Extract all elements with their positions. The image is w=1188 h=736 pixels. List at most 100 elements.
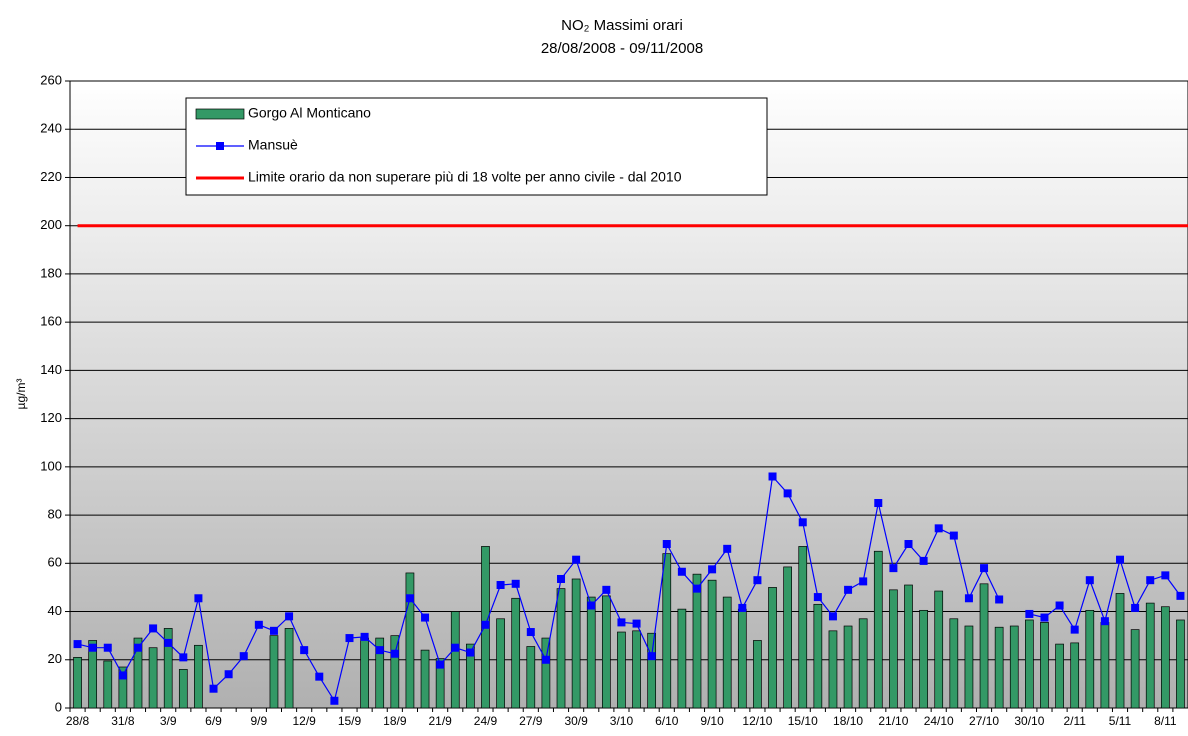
bar — [1176, 619, 1185, 709]
y-tick-label: 40 — [48, 603, 62, 618]
marker — [557, 574, 566, 583]
marker — [541, 655, 550, 664]
legend-label: Gorgo Al Monticano — [248, 105, 371, 121]
marker — [194, 594, 203, 603]
bar — [269, 635, 279, 709]
marker — [224, 670, 233, 679]
bar — [1009, 625, 1019, 709]
marker — [179, 653, 188, 662]
x-tick-label: 8/11 — [1154, 714, 1177, 728]
marker — [768, 472, 777, 481]
marker — [1055, 601, 1064, 610]
marker — [451, 643, 460, 652]
bar — [1130, 629, 1140, 709]
bar — [979, 583, 989, 709]
marker — [481, 620, 490, 629]
marker — [798, 518, 807, 527]
marker — [209, 684, 218, 693]
y-tick-label: 20 — [48, 651, 62, 666]
y-tick-label: 260 — [40, 72, 62, 87]
x-tick-label: 9/9 — [251, 714, 268, 728]
marker — [496, 581, 505, 590]
bar — [601, 595, 611, 709]
bar — [632, 630, 641, 709]
bar — [420, 649, 430, 709]
marker — [572, 555, 581, 564]
marker — [149, 624, 158, 633]
x-tick-label: 3/10 — [610, 714, 634, 728]
bar — [1055, 643, 1064, 709]
bar — [647, 632, 657, 709]
marker — [934, 524, 943, 533]
marker — [617, 618, 626, 627]
bar — [163, 628, 173, 709]
marker — [526, 628, 535, 637]
marker — [1176, 591, 1185, 600]
marker — [511, 579, 520, 588]
x-tick-label: 2/11 — [1063, 714, 1086, 728]
x-tick-label: 3/9 — [160, 714, 177, 728]
marker — [602, 585, 611, 594]
marker — [995, 595, 1004, 604]
bar — [737, 608, 747, 709]
legend — [185, 97, 768, 196]
bar — [88, 640, 98, 709]
x-tick-label: 21/9 — [428, 714, 452, 728]
marker — [300, 646, 309, 655]
bar — [133, 637, 143, 709]
bar — [360, 637, 369, 709]
bar — [904, 584, 913, 709]
bar — [949, 618, 959, 709]
bar — [586, 596, 596, 709]
y-tick-label: 0 — [55, 699, 62, 714]
marker — [587, 601, 596, 610]
bar — [828, 630, 838, 709]
bar — [148, 647, 158, 709]
x-tick-label: 15/10 — [788, 714, 818, 728]
marker — [73, 640, 82, 649]
marker — [269, 626, 278, 635]
marker — [874, 499, 883, 508]
bar — [1115, 593, 1125, 709]
bar — [919, 609, 928, 709]
bar — [1160, 606, 1170, 709]
chart-subtitle: 28/08/2008 - 09/11/2008 — [541, 40, 703, 57]
bar — [994, 626, 1004, 709]
marker — [949, 531, 958, 540]
bar — [526, 646, 536, 709]
bar — [1040, 622, 1049, 709]
x-tick-label: 12/9 — [292, 714, 316, 728]
marker — [828, 612, 837, 621]
x-tick-label: 30/10 — [1014, 714, 1044, 728]
bar — [571, 578, 581, 709]
bar — [707, 579, 717, 709]
bar — [889, 589, 898, 709]
y-tick-label: 200 — [40, 217, 62, 232]
x-tick-label: 21/10 — [878, 714, 908, 728]
marker — [239, 652, 248, 661]
marker — [330, 696, 339, 705]
bar — [511, 597, 521, 709]
bar — [375, 637, 385, 709]
y-tick-label: 140 — [40, 362, 62, 377]
marker — [1161, 571, 1170, 580]
legend-swatch — [195, 108, 245, 120]
bar — [1145, 602, 1155, 709]
bar — [390, 635, 400, 709]
marker — [390, 649, 399, 658]
bar — [73, 657, 82, 709]
marker — [375, 646, 384, 655]
marker — [738, 603, 747, 612]
y-tick-label: 220 — [40, 169, 62, 184]
x-tick-label: 6/9 — [205, 714, 222, 728]
bar — [103, 660, 113, 709]
x-tick-label: 27/9 — [519, 714, 543, 728]
bar — [858, 618, 868, 709]
x-tick-label: 18/10 — [833, 714, 863, 728]
x-tick-label: 12/10 — [742, 714, 772, 728]
marker — [285, 612, 294, 621]
marker — [692, 584, 701, 593]
marker — [118, 671, 127, 680]
chart-title: NO₂ Massimi orari — [561, 17, 683, 34]
